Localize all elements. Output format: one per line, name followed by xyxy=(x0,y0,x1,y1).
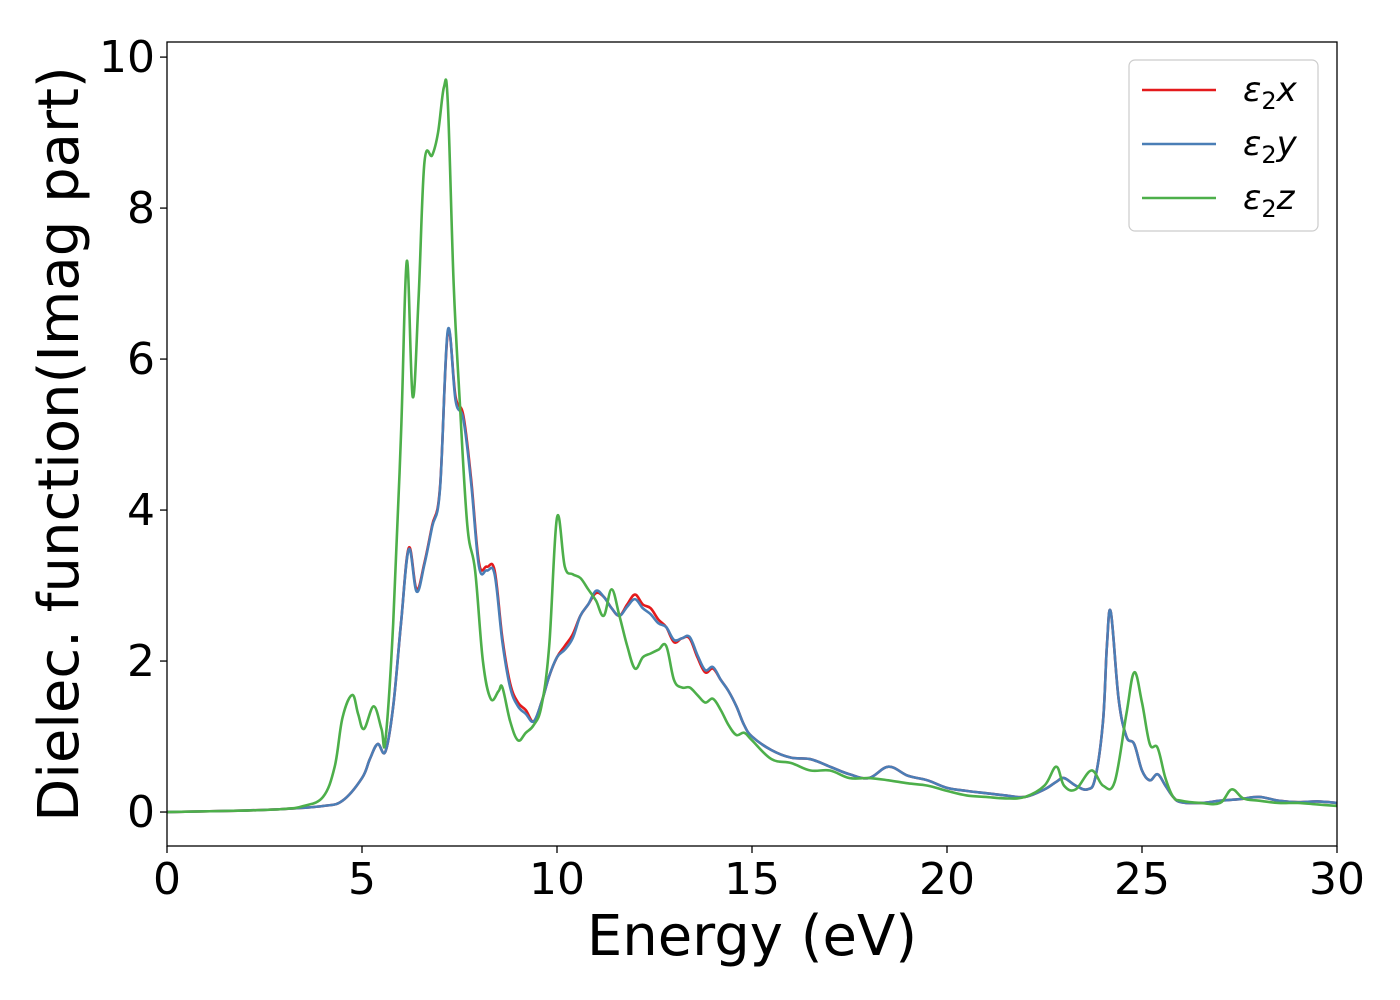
x-tick-label: 20 xyxy=(919,854,975,905)
legend-label-y: ε2y xyxy=(1243,124,1298,169)
y-axis-ticks: 0 2 4 6 8 10 xyxy=(99,32,167,838)
y-tick-label: 10 xyxy=(99,32,155,83)
x-tick-label: 30 xyxy=(1309,854,1365,905)
series-line-y xyxy=(167,326,1337,814)
legend-label-x: ε2x xyxy=(1243,70,1298,115)
x-axis-ticks: 0 5 10 15 20 25 30 xyxy=(153,846,1365,905)
x-tick-label: 5 xyxy=(348,854,376,905)
x-tick-label: 15 xyxy=(724,854,780,905)
y-tick-label: 4 xyxy=(127,485,155,536)
y-tick-label: 2 xyxy=(127,636,155,687)
x-axis-label: Energy (eV) xyxy=(587,904,917,969)
y-tick-label: 6 xyxy=(127,334,155,385)
legend: ε2x ε2y ε2z xyxy=(1128,59,1319,232)
x-tick-label: 10 xyxy=(529,854,585,905)
y-tick-label: 8 xyxy=(127,183,155,234)
legend-box xyxy=(1128,59,1319,232)
x-tick-label: 0 xyxy=(153,854,181,905)
y-axis-label: Dielec. function(Imag part) xyxy=(27,66,92,822)
x-tick-label: 25 xyxy=(1114,854,1170,905)
legend-label-z: ε2z xyxy=(1243,178,1296,223)
series-line-z xyxy=(167,78,1337,814)
y-tick-label: 0 xyxy=(127,787,155,838)
series-layer xyxy=(167,78,1337,814)
